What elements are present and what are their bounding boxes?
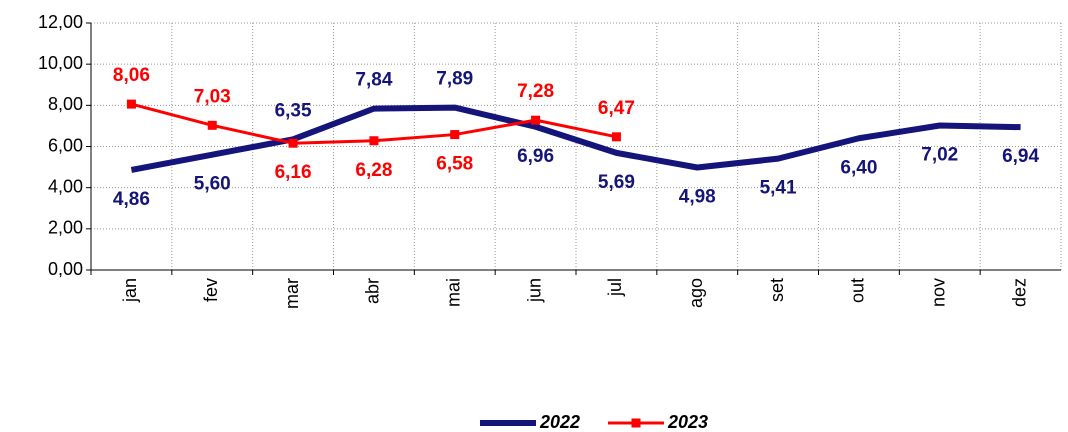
data-label: 6,35 <box>275 100 312 121</box>
series-line <box>130 104 1021 173</box>
point-marker <box>288 138 298 148</box>
point-marker <box>369 136 379 146</box>
data-label: 6,94 <box>1002 146 1039 167</box>
x-tick-label: mai <box>444 278 464 307</box>
point-marker <box>531 115 541 125</box>
y-tick-label: 4,00 <box>48 176 83 196</box>
legend-label: 2023 <box>667 412 708 432</box>
data-label: 5,60 <box>194 174 231 195</box>
y-tick-label: 10,00 <box>38 53 83 73</box>
x-tick-label: jun <box>524 278 544 303</box>
data-label: 6,58 <box>436 154 473 175</box>
x-tick-label: dez <box>1009 278 1029 307</box>
data-label: 4,98 <box>679 187 716 208</box>
data-label: 6,40 <box>840 157 877 178</box>
legend-marker <box>631 418 641 428</box>
y-tick-label: 0,00 <box>48 259 83 279</box>
data-label: 8,06 <box>113 65 150 86</box>
data-label: 5,69 <box>598 172 635 193</box>
y-tick-label: 12,00 <box>38 12 83 32</box>
data-label: 7,89 <box>436 69 473 90</box>
x-tick-label: nov <box>929 278 949 307</box>
data-label: 7,02 <box>921 145 958 166</box>
x-tick-label: out <box>848 278 868 303</box>
x-tick-label: jul <box>605 278 625 297</box>
y-tick-label: 8,00 <box>48 94 83 114</box>
point-marker <box>450 130 460 140</box>
data-label: 7,03 <box>194 86 231 107</box>
data-label: 4,86 <box>113 189 150 210</box>
data-label: 6,28 <box>355 160 392 181</box>
x-tick-label: mar <box>282 278 302 309</box>
x-tick-label: set <box>767 278 787 302</box>
x-tick-label: ago <box>686 278 706 308</box>
legend-label: 2022 <box>539 412 580 432</box>
point-marker <box>611 132 621 142</box>
data-label: 6,47 <box>598 98 635 119</box>
y-tick-label: 2,00 <box>48 218 83 238</box>
point-marker <box>207 120 217 130</box>
data-label: 6,16 <box>275 162 312 183</box>
data-label: 7,28 <box>517 81 554 102</box>
y-tick-label: 6,00 <box>48 135 83 155</box>
x-tick-label: abr <box>363 278 383 304</box>
x-tick-label: jan <box>120 278 140 303</box>
point-marker <box>126 99 136 109</box>
x-tick-label: fev <box>201 278 221 302</box>
data-label: 5,41 <box>760 178 797 199</box>
data-label: 7,84 <box>355 70 392 91</box>
data-label: 6,96 <box>517 146 554 167</box>
